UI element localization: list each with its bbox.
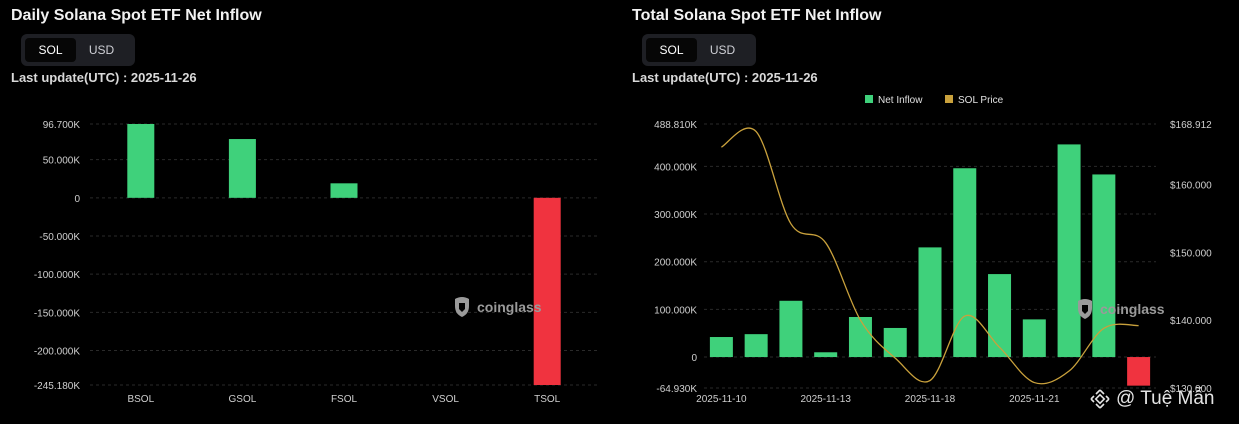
- total-bar-2025-11-13: [814, 352, 838, 358]
- binance-icon: [1090, 389, 1110, 409]
- daily-last-update: Last update(UTC) : 2025-11-26: [11, 70, 197, 85]
- total-bar-2025-11-25: [1092, 174, 1116, 358]
- total-y-tick-label: 400.000K: [654, 162, 697, 173]
- daily-y-tick-label: -200.000K: [34, 347, 80, 358]
- daily-x-tick-label: TSOL: [534, 394, 561, 405]
- total-usd-button[interactable]: USD: [709, 43, 736, 57]
- legend-swatch-net-inflow: [865, 95, 873, 103]
- legend-swatch-sol-price: [945, 95, 953, 103]
- total-y-tick-label: 100.000K: [654, 305, 697, 316]
- daily-unit-toggle: SOL USD: [21, 34, 135, 66]
- daily-x-tick-label: BSOL: [127, 394, 154, 405]
- total-y2-tick-label: $168.912: [1170, 120, 1212, 131]
- total-inflow-panel: Total Solana Spot ETF Net Inflow SOL USD…: [620, 0, 1239, 424]
- daily-watermark-text: coinglass: [477, 299, 542, 315]
- total-watermark: coinglass: [1075, 298, 1165, 320]
- total-x-tick-label: 2025-11-10: [696, 394, 747, 405]
- total-y-tick-label: 300.000K: [654, 210, 697, 221]
- total-bar-2025-11-12: [779, 300, 803, 358]
- total-bar-2025-11-18: [918, 247, 942, 358]
- total-x-tick-label: 2025-11-18: [905, 394, 956, 405]
- total-bar-2025-11-24: [1057, 144, 1081, 358]
- daily-y-tick-label: -245.180K: [34, 381, 80, 392]
- daily-y-tick-label: -150.000K: [34, 308, 80, 319]
- author-credit: @ Tuệ Mẫn: [1090, 388, 1215, 410]
- total-y2-tick-label: $140.000: [1170, 316, 1212, 327]
- legend-label-sol-price: SOL Price: [958, 95, 1004, 106]
- total-bar-2025-11-19: [953, 168, 977, 358]
- daily-y-tick-label: 0: [74, 194, 80, 205]
- total-y-tick-label: -64.930K: [656, 384, 697, 395]
- total-bar-2025-11-11: [744, 334, 768, 358]
- total-bar-2025-11-17: [883, 327, 907, 358]
- total-x-tick-label: 2025-11-13: [800, 394, 851, 405]
- daily-sol-button[interactable]: SOL: [25, 38, 76, 62]
- daily-y-tick-label: -100.000K: [34, 270, 80, 281]
- daily-bar-bsol: [127, 124, 155, 198]
- legend-label-net-inflow: Net Inflow: [878, 95, 923, 106]
- total-watermark-text: coinglass: [1100, 301, 1165, 317]
- total-sol-button[interactable]: SOL: [646, 38, 697, 62]
- total-bar-2025-11-20: [988, 274, 1012, 358]
- daily-bar-chart: 96.700K 50.000K 0 -50.000K -100.000K -150.000…: [34, 120, 598, 405]
- total-y2-tick-label: $130.000: [1170, 384, 1212, 395]
- daily-bar-fsol: [330, 183, 358, 198]
- total-last-update: Last update(UTC) : 2025-11-26: [632, 70, 818, 85]
- total-x-tick-label: 2025-11-21: [1009, 394, 1060, 405]
- daily-usd-button[interactable]: USD: [88, 43, 115, 57]
- daily-x-tick-label: FSOL: [331, 394, 358, 405]
- total-bar-2025-11-10: [709, 337, 733, 358]
- daily-y-tick-label: 96.700K: [43, 120, 81, 131]
- sol-price-line: [721, 127, 1139, 385]
- total-y-tick-label: 488.810K: [654, 120, 697, 131]
- daily-chart-title: Daily Solana Spot ETF Net Inflow: [11, 7, 262, 24]
- total-chart-title: Total Solana Spot ETF Net Inflow: [632, 7, 882, 24]
- coinglass-logo-icon: [1078, 299, 1092, 319]
- total-y2-tick-label: $160.000: [1170, 180, 1212, 191]
- total-unit-toggle: SOL USD: [642, 34, 756, 66]
- daily-x-tick-label: VSOL: [432, 394, 459, 405]
- total-combo-chart: 488.810K 400.000K 300.000K 200.000K 100.000K…: [654, 95, 1212, 405]
- total-bar-2025-11-21: [1022, 319, 1046, 358]
- total-y2-tick-label: $150.000: [1170, 248, 1212, 259]
- total-bar-2025-11-26: [1127, 357, 1151, 386]
- total-bar-2025-11-14: [848, 316, 872, 358]
- daily-inflow-panel: Daily Solana Spot ETF Net Inflow SOL USD…: [0, 0, 610, 424]
- daily-y-tick-label: 50.000K: [43, 156, 81, 167]
- daily-bar-gsol: [228, 139, 256, 198]
- total-y-tick-label: 0: [691, 353, 697, 364]
- author-credit-text: @ Tuệ Mẫn: [1116, 388, 1215, 409]
- daily-y-tick-label: -50.000K: [39, 232, 80, 243]
- total-y-tick-label: 200.000K: [654, 258, 697, 269]
- daily-watermark: coinglass: [452, 296, 542, 318]
- daily-x-tick-label: GSOL: [229, 394, 257, 405]
- daily-bar-tsol: [533, 197, 561, 385]
- coinglass-logo-icon: [455, 297, 469, 317]
